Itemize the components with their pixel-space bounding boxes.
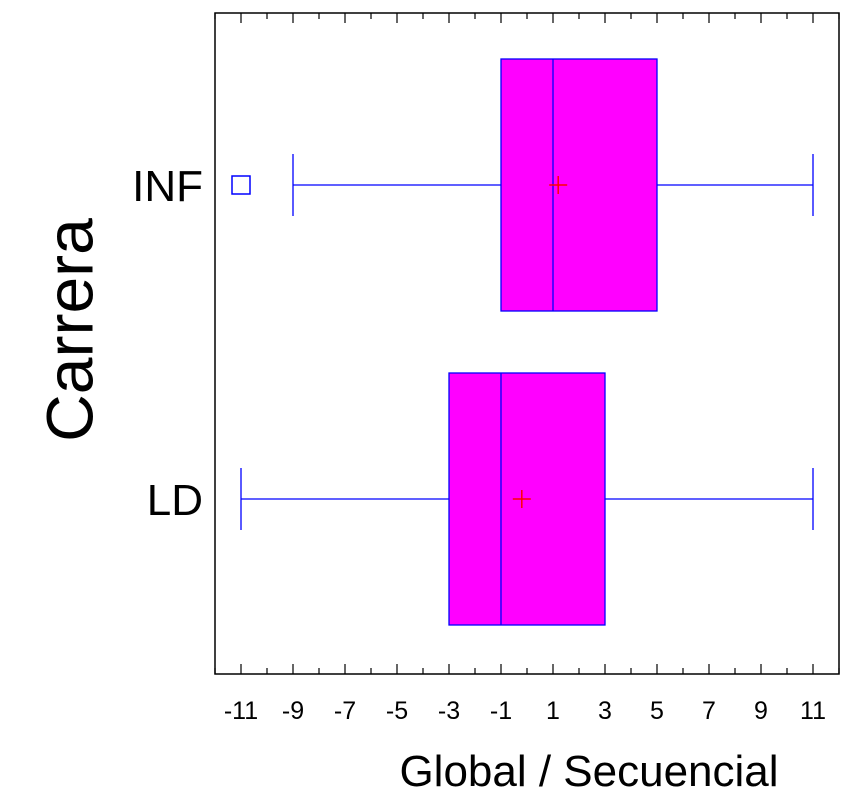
box-ld	[240, 372, 814, 626]
y-axis-category-labels: INF LD	[132, 162, 203, 525]
y-axis-label: Carrera	[32, 218, 106, 442]
category-label-ld: LD	[147, 476, 203, 525]
x-tick-label: -9	[282, 697, 304, 725]
x-axis-tick-labels: -11 -9 -7 -5 -3 -1 1 3 5 7 9 11	[224, 697, 826, 725]
x-tick-label: 5	[650, 697, 664, 725]
boxplot-series	[231, 58, 814, 626]
x-axis-ticks	[214, 13, 840, 674]
x-tick-label: -3	[438, 697, 460, 725]
box-iqr	[500, 58, 658, 312]
x-tick-label: 3	[598, 697, 612, 725]
box-inf	[231, 58, 814, 312]
category-label-inf: INF	[132, 162, 203, 211]
x-tick-label: -11	[224, 697, 258, 725]
x-axis-label: Global / Secuencial	[399, 747, 778, 796]
x-tick-label: 11	[800, 697, 826, 725]
x-tick-label: -1	[490, 697, 512, 725]
x-tick-label: 1	[546, 697, 560, 725]
x-tick-label: 7	[702, 697, 716, 725]
x-tick-label: -7	[334, 697, 356, 725]
outlier-point	[231, 175, 251, 195]
x-tick-label: -5	[386, 697, 408, 725]
x-tick-label: 9	[754, 697, 768, 725]
